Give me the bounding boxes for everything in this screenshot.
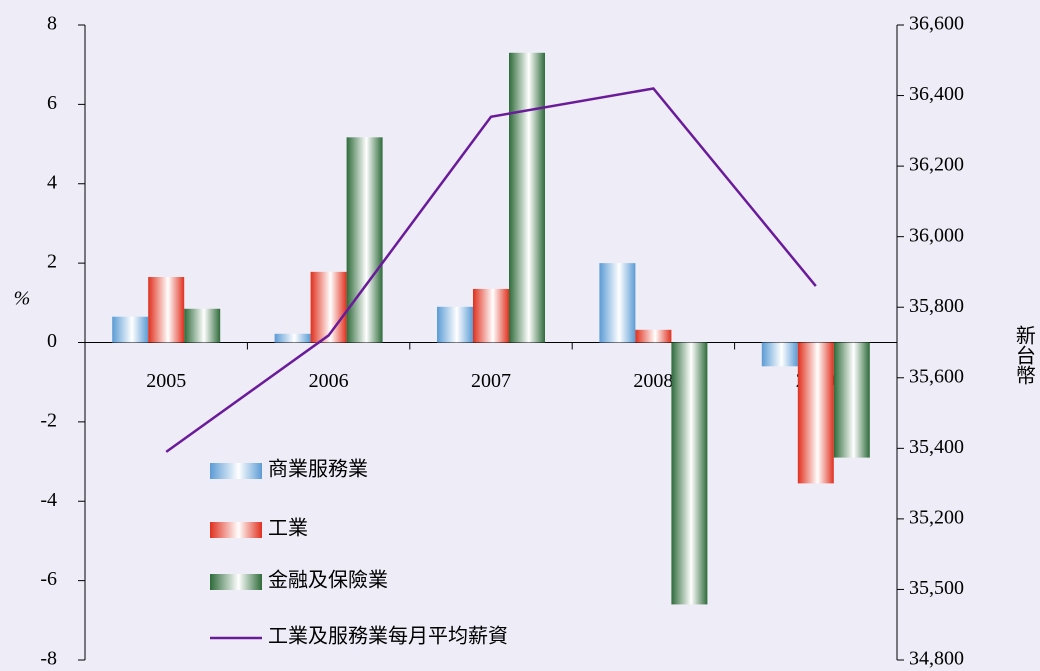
y-tick-label: -6	[40, 568, 57, 590]
bar	[274, 333, 311, 343]
legend-swatch	[210, 463, 262, 479]
y2-tick-label: 35,500	[909, 577, 964, 599]
x-tick-label: 2005	[146, 370, 186, 392]
y-tick-label: -4	[40, 489, 57, 511]
y-tick-label: -2	[40, 409, 57, 431]
y2-tick-label: 35,600	[909, 365, 964, 387]
legend-swatch	[210, 574, 262, 590]
bar	[509, 52, 545, 343]
legend-swatch	[210, 522, 262, 538]
bar	[761, 342, 798, 367]
y2-tick-label: 34,800	[909, 648, 964, 670]
y2-axis-label: 新台幣	[1012, 325, 1035, 385]
y2-tick-label: 35,200	[909, 506, 964, 528]
legend-label: 商業服務業	[268, 458, 368, 481]
y-axis-label: %	[14, 288, 31, 310]
bar	[473, 288, 509, 343]
y2-tick-label: 36,400	[909, 83, 964, 105]
bar	[833, 342, 870, 458]
x-tick-label: 2008	[633, 370, 673, 392]
y2-tick-label: 36,200	[909, 154, 964, 176]
line	[165, 87, 817, 453]
bar	[112, 316, 149, 343]
x-tick-label: 2007	[471, 370, 511, 392]
legend-label: 工業及服務業每月平均薪資	[268, 625, 508, 648]
y-tick-label: 6	[47, 92, 57, 114]
y-tick-label: 2	[47, 251, 57, 273]
y-tick-label: -8	[40, 648, 57, 670]
bar	[346, 137, 383, 343]
y2-tick-label: 35,400	[909, 436, 964, 458]
bar	[599, 263, 636, 343]
bar	[671, 342, 708, 605]
bar	[797, 342, 834, 484]
y2-tick-label: 35,800	[909, 295, 964, 317]
legend-label: 金融及保險業	[268, 569, 388, 592]
bar	[635, 329, 672, 343]
y2-tick-label: 36,600	[909, 13, 964, 35]
bar	[148, 277, 185, 343]
bar	[310, 271, 347, 343]
x-tick-label: 2006	[309, 370, 349, 392]
y-tick-label: 4	[47, 171, 57, 193]
y-tick-label: 0	[47, 330, 57, 352]
y2-tick-label: 36,000	[909, 224, 964, 246]
bar	[437, 306, 473, 343]
bar	[184, 308, 221, 343]
y-tick-label: 8	[47, 13, 57, 35]
legend-label: 工業	[268, 517, 308, 540]
